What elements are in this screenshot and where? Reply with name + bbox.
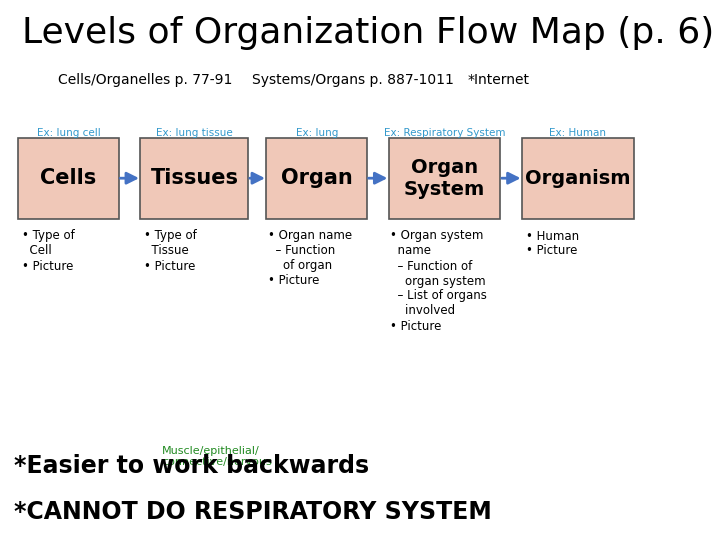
Text: Systems/Organs p. 887-1011: Systems/Organs p. 887-1011 bbox=[252, 73, 454, 87]
FancyBboxPatch shape bbox=[389, 138, 500, 219]
Text: Organ
System: Organ System bbox=[404, 158, 485, 199]
Text: Cells: Cells bbox=[40, 168, 96, 188]
Text: Muscle/epithelial/
connective/nervous: Muscle/epithelial/ connective/nervous bbox=[162, 446, 271, 467]
Text: *Easier to work backwards: *Easier to work backwards bbox=[14, 454, 369, 478]
FancyBboxPatch shape bbox=[140, 138, 248, 219]
Text: • Human
• Picture: • Human • Picture bbox=[526, 230, 579, 258]
Text: *Internet: *Internet bbox=[468, 73, 530, 87]
Text: • Organ name
  – Function
    of organ
• Picture: • Organ name – Function of organ • Pictu… bbox=[268, 230, 352, 287]
Text: Levels of Organization Flow Map (p. 6): Levels of Organization Flow Map (p. 6) bbox=[22, 16, 714, 50]
Text: • Type of
  Cell
• Picture: • Type of Cell • Picture bbox=[22, 230, 74, 273]
FancyBboxPatch shape bbox=[522, 138, 634, 219]
Text: Ex: lung cell: Ex: lung cell bbox=[37, 127, 100, 138]
FancyBboxPatch shape bbox=[18, 138, 119, 219]
Text: Cells/Organelles p. 77-91: Cells/Organelles p. 77-91 bbox=[58, 73, 232, 87]
Text: • Organ system
  name
  – Function of
    organ system
  – List of organs
    in: • Organ system name – Function of organ … bbox=[390, 230, 487, 333]
Text: Ex: lung tissue: Ex: lung tissue bbox=[156, 127, 233, 138]
Text: Ex: lung: Ex: lung bbox=[296, 127, 338, 138]
Text: • Type of
  Tissue
• Picture: • Type of Tissue • Picture bbox=[144, 230, 197, 273]
FancyBboxPatch shape bbox=[266, 138, 367, 219]
Text: Tissues: Tissues bbox=[150, 168, 238, 188]
Text: Organism: Organism bbox=[525, 168, 631, 188]
Text: Ex: Human: Ex: Human bbox=[549, 127, 606, 138]
Text: Organ: Organ bbox=[281, 168, 353, 188]
Text: *CANNOT DO RESPIRATORY SYSTEM: *CANNOT DO RESPIRATORY SYSTEM bbox=[14, 500, 492, 524]
Text: Ex: Respiratory System: Ex: Respiratory System bbox=[384, 127, 505, 138]
